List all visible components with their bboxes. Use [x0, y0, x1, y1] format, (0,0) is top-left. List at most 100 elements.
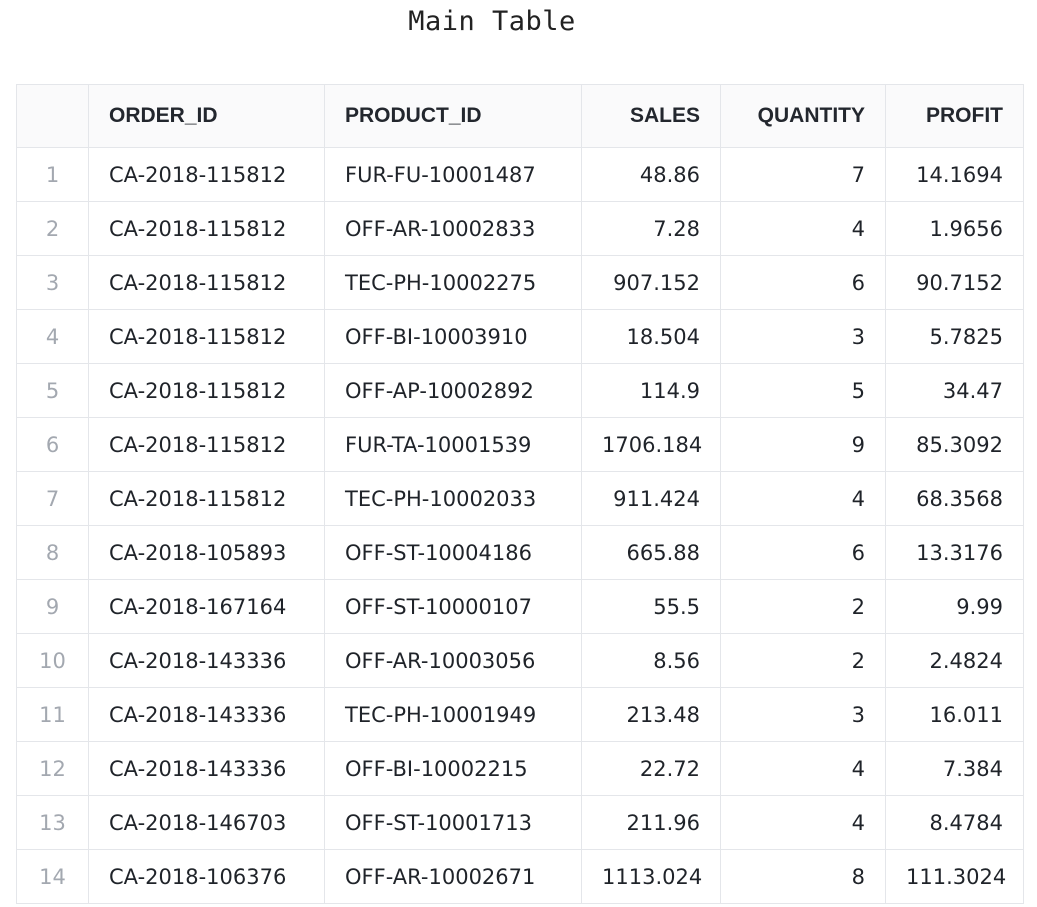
order-id-cell: CA-2018-143336	[88, 633, 325, 688]
sales-cell: 213.48	[581, 687, 721, 742]
header-row: ORDER_ID PRODUCT_ID SALES QUANTITY PROFI…	[16, 84, 1024, 148]
column-header-sales[interactable]: SALES	[581, 84, 721, 148]
order-id-cell: CA-2018-115812	[88, 363, 325, 418]
product-id-cell: FUR-TA-10001539	[324, 417, 582, 472]
sales-cell: 18.504	[581, 309, 721, 364]
product-id-cell: OFF-BI-10003910	[324, 309, 582, 364]
product-id-cell: OFF-ST-10000107	[324, 579, 582, 634]
table-row[interactable]: 5 CA-2018-115812 OFF-AP-10002892 114.9 5 34.4…	[16, 363, 1024, 418]
table-row[interactable]: 13 CA-2018-146703 OFF-ST-10001713 211.96 4 8.…	[16, 795, 1024, 850]
quantity-cell: 5	[720, 363, 886, 418]
quantity-cell: 7	[720, 147, 886, 202]
row-index: 9	[16, 579, 89, 634]
page-title: Main Table	[408, 6, 576, 37]
quantity-cell: 8	[720, 849, 886, 904]
product-id-cell: OFF-AR-10002833	[324, 201, 582, 256]
profit-cell: 85.3092	[885, 417, 1024, 472]
row-index: 2	[16, 201, 89, 256]
quantity-cell: 2	[720, 633, 886, 688]
product-id-cell: OFF-ST-10004186	[324, 525, 582, 580]
product-id-cell: FUR-FU-10001487	[324, 147, 582, 202]
row-index: 4	[16, 309, 89, 364]
row-index: 10	[16, 633, 89, 688]
quantity-cell: 4	[720, 201, 886, 256]
sales-cell: 7.28	[581, 201, 721, 256]
row-index-header	[16, 84, 89, 148]
profit-cell: 111.3024	[885, 849, 1024, 904]
quantity-cell: 2	[720, 579, 886, 634]
profit-cell: 34.47	[885, 363, 1024, 418]
product-id-cell: TEC-PH-10002033	[324, 471, 582, 526]
order-id-cell: CA-2018-146703	[88, 795, 325, 850]
order-id-cell: CA-2018-143336	[88, 687, 325, 742]
sales-cell: 911.424	[581, 471, 721, 526]
row-index: 12	[16, 741, 89, 796]
product-id-cell: TEC-PH-10002275	[324, 255, 582, 310]
order-id-cell: CA-2018-115812	[88, 309, 325, 364]
table-row[interactable]: 6 CA-2018-115812 FUR-TA-10001539 1706.184 9 8…	[16, 417, 1024, 472]
table-body: 1 CA-2018-115812 FUR-FU-10001487 48.86 7 14.1…	[16, 147, 1024, 904]
row-index: 3	[16, 255, 89, 310]
profit-cell: 16.011	[885, 687, 1024, 742]
row-index: 14	[16, 849, 89, 904]
row-index: 13	[16, 795, 89, 850]
sales-cell: 1706.184	[581, 417, 721, 472]
quantity-cell: 9	[720, 417, 886, 472]
order-id-cell: CA-2018-115812	[88, 201, 325, 256]
profit-cell: 9.99	[885, 579, 1024, 634]
quantity-cell: 4	[720, 741, 886, 796]
table-row[interactable]: 4 CA-2018-115812 OFF-BI-10003910 18.504 3 5.7…	[16, 309, 1024, 364]
profit-cell: 1.9656	[885, 201, 1024, 256]
column-header-order-id[interactable]: ORDER_ID	[88, 84, 325, 148]
order-id-cell: CA-2018-167164	[88, 579, 325, 634]
product-id-cell: TEC-PH-10001949	[324, 687, 582, 742]
profit-cell: 14.1694	[885, 147, 1024, 202]
profit-cell: 8.4784	[885, 795, 1024, 850]
product-id-cell: OFF-AR-10002671	[324, 849, 582, 904]
quantity-cell: 4	[720, 795, 886, 850]
sales-cell: 55.5	[581, 579, 721, 634]
row-index: 6	[16, 417, 89, 472]
sales-cell: 211.96	[581, 795, 721, 850]
table-row[interactable]: 12 CA-2018-143336 OFF-BI-10002215 22.72 4 7.3…	[16, 741, 1024, 796]
quantity-cell: 3	[720, 687, 886, 742]
quantity-cell: 4	[720, 471, 886, 526]
profit-cell: 68.3568	[885, 471, 1024, 526]
table-row[interactable]: 11 CA-2018-143336 TEC-PH-10001949 213.48 3 16…	[16, 687, 1024, 742]
column-header-product-id[interactable]: PRODUCT_ID	[324, 84, 582, 148]
table-row[interactable]: 7 CA-2018-115812 TEC-PH-10002033 911.424 4 68…	[16, 471, 1024, 526]
column-header-quantity[interactable]: QUANTITY	[720, 84, 886, 148]
table-row[interactable]: 2 CA-2018-115812 OFF-AR-10002833 7.28 4 1.965…	[16, 201, 1024, 256]
table-row[interactable]: 9 CA-2018-167164 OFF-ST-10000107 55.5 2 9.99	[16, 579, 1024, 634]
order-id-cell: CA-2018-115812	[88, 471, 325, 526]
product-id-cell: OFF-ST-10001713	[324, 795, 582, 850]
profit-cell: 90.7152	[885, 255, 1024, 310]
sales-cell: 114.9	[581, 363, 721, 418]
profit-cell: 13.3176	[885, 525, 1024, 580]
sales-cell: 8.56	[581, 633, 721, 688]
profit-cell: 7.384	[885, 741, 1024, 796]
sales-cell: 22.72	[581, 741, 721, 796]
profit-cell: 5.7825	[885, 309, 1024, 364]
table-row[interactable]: 3 CA-2018-115812 TEC-PH-10002275 907.152 6 90…	[16, 255, 1024, 310]
sales-cell: 1113.024	[581, 849, 721, 904]
row-index: 5	[16, 363, 89, 418]
product-id-cell: OFF-AP-10002892	[324, 363, 582, 418]
table-row[interactable]: 14 CA-2018-106376 OFF-AR-10002671 1113.024 8…	[16, 849, 1024, 904]
order-id-cell: CA-2018-115812	[88, 147, 325, 202]
table-header: ORDER_ID PRODUCT_ID SALES QUANTITY PROFI…	[16, 84, 1024, 148]
quantity-cell: 3	[720, 309, 886, 364]
table-row[interactable]: 10 CA-2018-143336 OFF-AR-10003056 8.56 2 2.48…	[16, 633, 1024, 688]
order-id-cell: CA-2018-143336	[88, 741, 325, 796]
table-row[interactable]: 1 CA-2018-115812 FUR-FU-10001487 48.86 7 14.1…	[16, 147, 1024, 202]
order-id-cell: CA-2018-115812	[88, 255, 325, 310]
table-row[interactable]: 8 CA-2018-105893 OFF-ST-10004186 665.88 6 13.…	[16, 525, 1024, 580]
row-index: 1	[16, 147, 89, 202]
main-table: ORDER_ID PRODUCT_ID SALES QUANTITY PROFI…	[16, 84, 1024, 904]
column-header-profit[interactable]: PROFIT	[885, 84, 1024, 148]
order-id-cell: CA-2018-115812	[88, 417, 325, 472]
order-id-cell: CA-2018-105893	[88, 525, 325, 580]
quantity-cell: 6	[720, 255, 886, 310]
order-id-cell: CA-2018-106376	[88, 849, 325, 904]
sales-cell: 48.86	[581, 147, 721, 202]
